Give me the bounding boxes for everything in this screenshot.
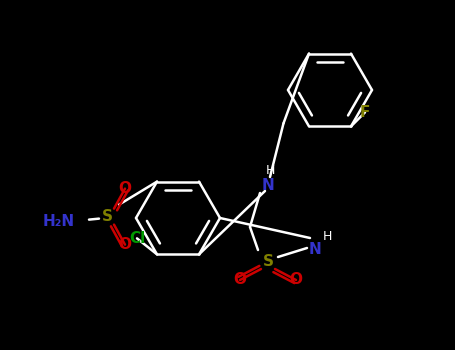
Text: H: H <box>265 163 275 176</box>
Text: H₂N: H₂N <box>43 214 75 229</box>
Text: O: O <box>118 237 131 252</box>
Text: F: F <box>360 105 370 120</box>
Text: O: O <box>289 273 303 287</box>
Text: O: O <box>233 273 247 287</box>
Text: N: N <box>308 241 321 257</box>
Text: H: H <box>322 231 332 244</box>
Text: S: S <box>101 209 112 224</box>
Text: Cl: Cl <box>129 231 145 246</box>
Text: S: S <box>263 254 273 270</box>
Text: O: O <box>118 181 131 196</box>
Text: N: N <box>262 177 274 192</box>
